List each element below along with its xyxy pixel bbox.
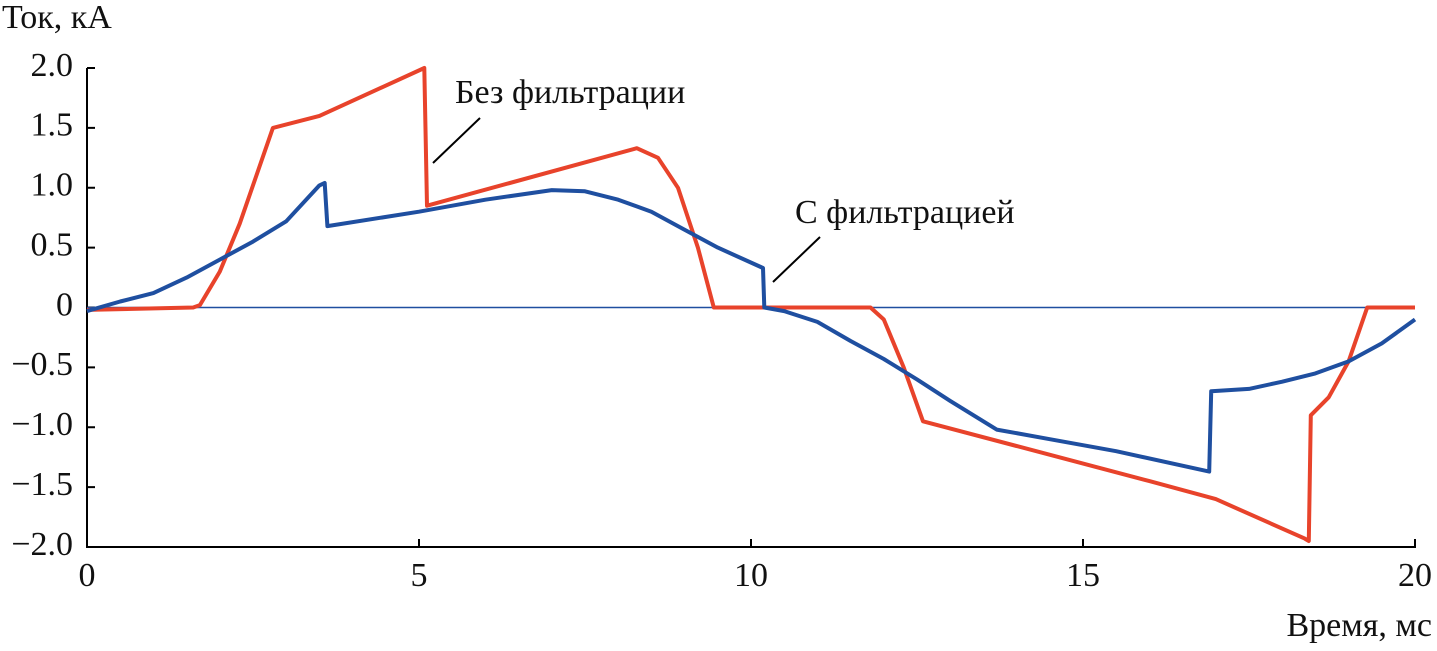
- x-tick-label: 0: [79, 557, 96, 594]
- y-tick-label: 0: [56, 286, 73, 323]
- x-tick-label: 10: [734, 557, 768, 594]
- x-tick-label: 20: [1398, 557, 1432, 594]
- y-axis-label: Ток, кА: [2, 0, 112, 36]
- x-tick-label: 5: [411, 557, 428, 594]
- x-axis-label: Время, мс: [1286, 607, 1432, 644]
- series-line: [86, 181, 1417, 474]
- series-label: С фильтрацией: [795, 194, 1015, 231]
- annotation-leader: [772, 236, 821, 283]
- series-line: [86, 66, 1415, 543]
- x-tick-label: 15: [1066, 557, 1100, 594]
- y-tick-label: 1.5: [31, 107, 74, 144]
- annotation-leader: [432, 117, 481, 164]
- y-tick-label: −1.0: [11, 406, 73, 443]
- y-tick-label: −0.5: [11, 346, 73, 383]
- y-tick-label: 1.0: [31, 167, 74, 204]
- y-tick-label: 2.0: [31, 47, 74, 84]
- series-label: Без фильтрации: [455, 74, 685, 111]
- y-tick-label: 0.5: [31, 226, 74, 263]
- y-tick-label: −2.0: [11, 526, 73, 563]
- y-tick-label: −1.5: [11, 466, 73, 503]
